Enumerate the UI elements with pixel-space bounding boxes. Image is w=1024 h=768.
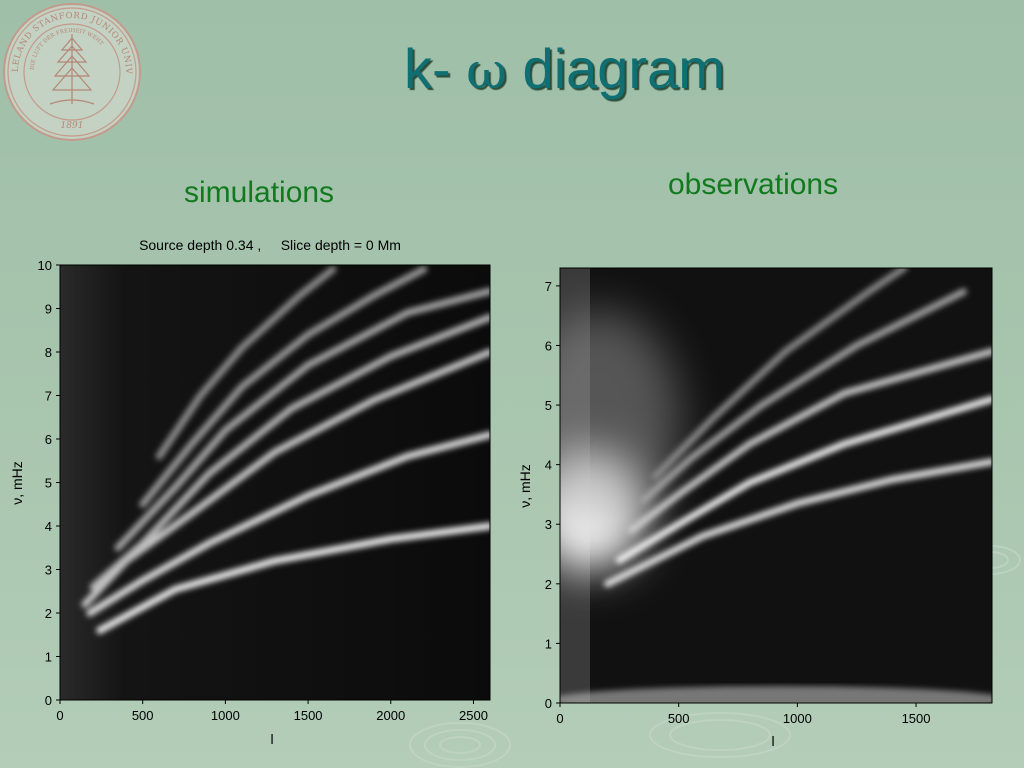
title-suffix: diagram — [507, 37, 725, 100]
y-tick-label: 7 — [545, 279, 552, 294]
x-tick-label: 1000 — [211, 708, 240, 723]
y-tick-label: 0 — [45, 693, 52, 708]
y-axis-label: ν, mHz — [9, 461, 25, 505]
subtitle-simulations: simulations — [184, 176, 335, 209]
x-tick-label: 1000 — [783, 711, 812, 726]
y-tick-label: 5 — [545, 398, 552, 413]
ridge-3 — [627, 347, 992, 534]
x-tick-label: 1500 — [294, 708, 323, 723]
y-tick-label: 5 — [45, 476, 52, 491]
seal-year: 1891 — [61, 121, 84, 131]
y-tick-label: 4 — [45, 519, 52, 534]
x-axis-label: l — [270, 731, 273, 747]
y-axis-label: ν, mHz — [517, 464, 533, 508]
ridge-4 — [639, 288, 967, 504]
y-tick-label: 3 — [545, 517, 552, 532]
slide-title: k- ω diagram — [404, 36, 725, 101]
y-tick-label: 6 — [545, 338, 552, 353]
ridge-2 — [86, 431, 490, 617]
low-l-haze — [560, 310, 680, 530]
x-tick-label: 500 — [132, 708, 154, 723]
chart-title: Source depth 0.34 , Slice depth = 0 Mm — [139, 237, 401, 253]
x-tick-label: 1500 — [902, 711, 931, 726]
stanford-seal-logo: LELAND STANFORD JUNIOR UNIVERSITY DIE LU… — [0, 0, 141, 141]
y-tick-label: 6 — [45, 432, 52, 447]
ridge-6 — [139, 265, 428, 508]
y-tick-label: 1 — [545, 636, 552, 651]
x-tick-label: 500 — [668, 711, 690, 726]
plot-frame — [559, 267, 993, 704]
y-tick-label: 0 — [545, 696, 552, 711]
ridge-5 — [114, 287, 490, 552]
tree-icon — [49, 34, 95, 105]
y-tick-label: 1 — [45, 650, 52, 665]
y-tick-label: 3 — [45, 563, 52, 578]
title-prefix: k- — [404, 37, 467, 100]
x-tick-label: 0 — [56, 708, 63, 723]
ridge-4 — [89, 313, 490, 591]
heatmap-background — [60, 265, 490, 700]
x-tick-label: 0 — [556, 711, 563, 726]
ridge-1 — [96, 522, 490, 634]
y-tick-label: 2 — [545, 577, 552, 592]
y-tick-label: 9 — [45, 302, 52, 317]
ridge-2 — [615, 395, 992, 564]
y-tick-label: 8 — [45, 345, 52, 360]
y-tick-label: 2 — [45, 606, 52, 621]
y-tick-label: 10 — [38, 258, 52, 273]
ridge-5 — [651, 268, 908, 481]
x-tick-label: 2000 — [376, 708, 405, 723]
x-axis-label: l — [771, 733, 774, 749]
subtitle-observations: observations — [668, 168, 839, 201]
y-tick-label: 4 — [545, 458, 552, 473]
title-omega-symbol: ω — [466, 42, 507, 100]
x-tick-label: 2500 — [459, 708, 488, 723]
bottom-glow — [560, 686, 992, 703]
ridge-7 — [155, 265, 337, 460]
y-tick-label: 7 — [45, 389, 52, 404]
ridge-1 — [604, 458, 992, 588]
